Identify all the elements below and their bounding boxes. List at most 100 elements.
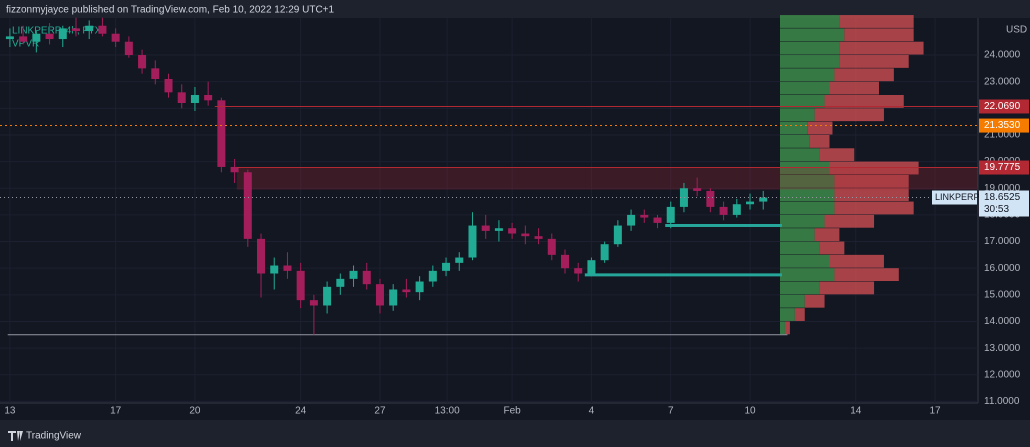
vp-down-bar	[839, 15, 914, 28]
candle-body	[204, 95, 213, 101]
vp-up-bar	[780, 228, 815, 242]
vp-up-bar	[780, 268, 835, 282]
candle-body	[666, 206, 675, 223]
candle-body	[679, 188, 688, 207]
vp-up-bar	[780, 134, 810, 148]
candle-body	[468, 225, 477, 258]
vp-down-bar	[839, 55, 909, 68]
candle-body	[257, 238, 266, 274]
vp-down-bar	[839, 41, 924, 55]
candle-body	[283, 265, 292, 271]
vp-down-bar	[804, 294, 825, 308]
vp-up-bar	[780, 294, 805, 308]
footer-brand: TradingView	[26, 431, 82, 442]
countdown-label: 30:53	[984, 204, 1009, 215]
vp-up-bar	[780, 121, 808, 135]
candle-body	[85, 25, 94, 32]
candle-body	[494, 228, 503, 231]
candle-body	[389, 289, 398, 306]
vp-down-bar	[814, 228, 840, 242]
vp-up-bar	[780, 321, 785, 335]
level-tag	[979, 99, 1029, 114]
candle-body	[415, 281, 424, 293]
candle-body	[270, 265, 279, 274]
y-tick-label: 17.0000	[984, 236, 1021, 247]
x-tick-label: 24	[295, 406, 307, 417]
vp-up-bar	[780, 188, 835, 202]
candle-body	[508, 228, 517, 234]
candle-body	[640, 214, 649, 218]
candle-body	[627, 214, 636, 226]
candle-body	[230, 166, 239, 173]
level-tag	[979, 160, 1029, 175]
candle-body	[177, 92, 186, 103]
candle-body	[164, 79, 173, 93]
vp-down-bar	[834, 268, 899, 282]
candle-body	[217, 100, 226, 167]
x-tick-label: 20	[189, 406, 201, 417]
candle-body	[719, 206, 728, 215]
y-tick-label: 12.0000	[984, 369, 1021, 380]
resistance-zone	[236, 167, 979, 190]
candle-body	[58, 28, 67, 40]
candle-body	[309, 300, 318, 306]
y-tick-label: 19.0000	[984, 183, 1021, 194]
x-tick-label: 17	[929, 406, 941, 417]
indicator-label: VPVR	[12, 39, 39, 50]
candle-body	[653, 217, 662, 223]
x-tick-label: 27	[374, 406, 386, 417]
candle-body	[375, 284, 384, 306]
y-tick-label: 24.0000	[984, 50, 1021, 61]
vp-up-bar	[780, 108, 815, 122]
vp-up-bar	[780, 55, 840, 68]
level-tag-label: 19.7775	[984, 162, 1021, 173]
vp-down-bar	[814, 108, 884, 122]
x-tick-label: 10	[744, 406, 756, 417]
vp-up-bar	[780, 254, 830, 268]
candle-body	[19, 36, 28, 42]
symbol-label: LINKPERP, 4h, FTX	[12, 26, 102, 37]
vp-down-bar	[819, 241, 845, 255]
vp-down-bar	[819, 281, 875, 295]
symbol-tag-label: LINKPERP	[935, 192, 980, 202]
vp-up-bar	[780, 95, 825, 108]
candle-body	[613, 225, 622, 245]
header-text: fizzonmyjayce published on TradingView.c…	[6, 5, 335, 16]
currency-label: USD	[1006, 25, 1027, 36]
logo	[8, 431, 23, 441]
candle-body	[521, 233, 530, 237]
y-tick-label: 11.0000	[984, 396, 1020, 407]
vp-up-bar	[780, 81, 830, 95]
y-tick-label: 13.0000	[984, 343, 1021, 354]
candle-body	[534, 236, 543, 239]
candle-body	[600, 244, 609, 261]
vp-up-bar	[780, 308, 795, 321]
vp-down-bar	[824, 214, 875, 228]
candle-body	[111, 33, 120, 42]
price-tag	[979, 190, 1029, 217]
candle-body	[547, 238, 556, 255]
candle-body	[759, 197, 768, 202]
candle-body	[151, 68, 160, 80]
vp-up-bar	[780, 28, 845, 42]
x-tick-label: 13	[4, 406, 16, 417]
vp-down-bar	[824, 95, 904, 108]
candle-body	[706, 190, 715, 207]
footer-bar	[0, 420, 1030, 447]
vp-down-bar	[829, 81, 879, 95]
candle-body	[746, 201, 755, 205]
vp-up-bar	[780, 214, 825, 228]
candle-body	[455, 257, 464, 263]
vp-down-bar	[794, 308, 805, 321]
candle-body	[296, 270, 305, 301]
vp-down-bar	[784, 321, 790, 335]
candle-body	[402, 289, 411, 293]
vp-up-bar	[780, 241, 820, 255]
candle-body	[574, 268, 583, 274]
x-tick-label: 7	[668, 406, 674, 417]
vp-down-bar	[809, 134, 830, 148]
vp-down-bar	[834, 188, 909, 202]
x-tick-label: 4	[589, 406, 595, 417]
x-tick-label: 17	[110, 406, 122, 417]
